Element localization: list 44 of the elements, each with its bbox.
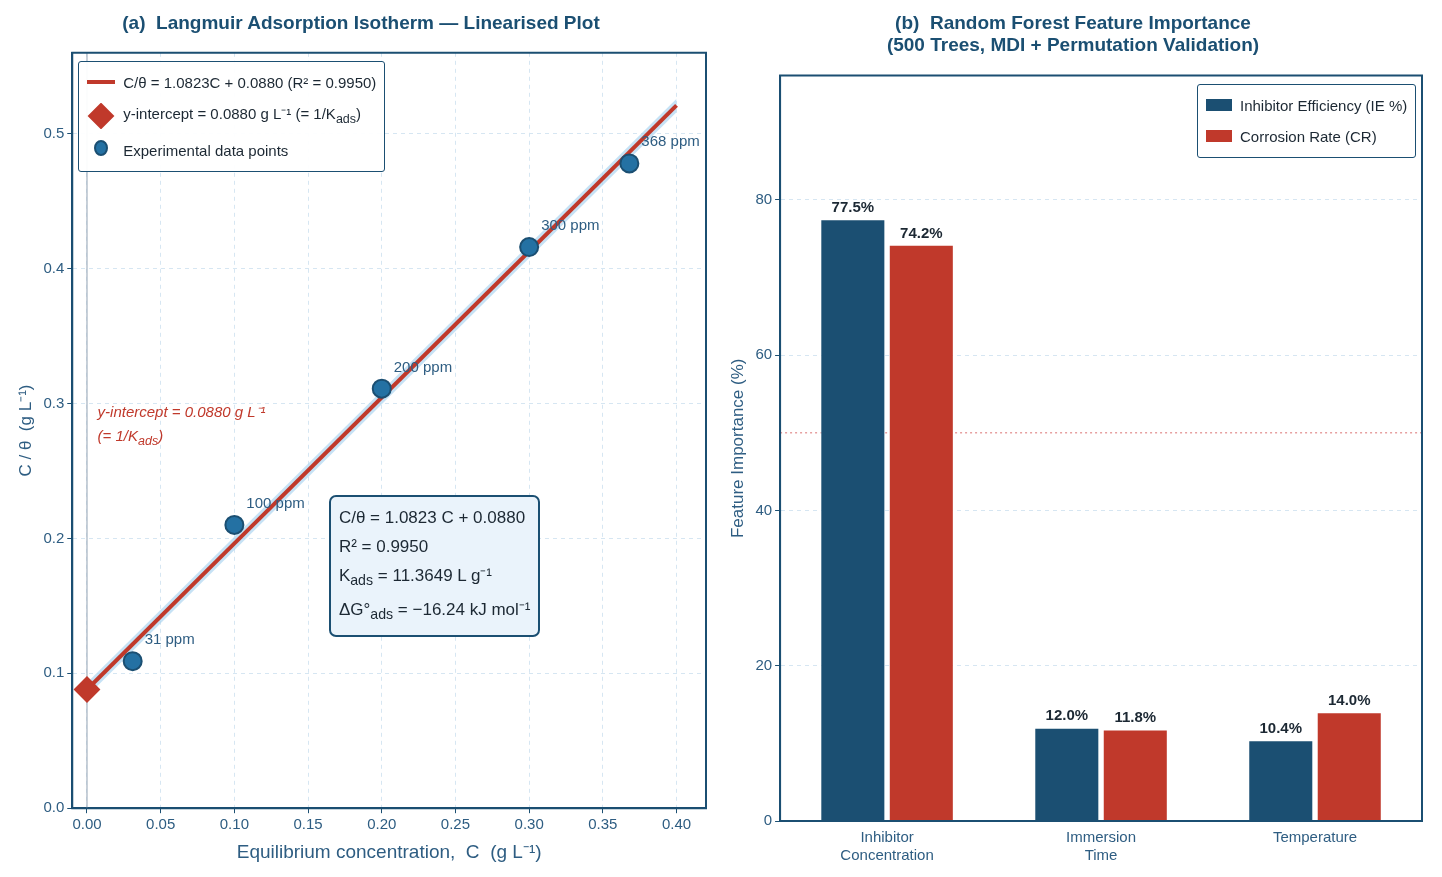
legend-label: y-intercept = 0.0880 g L⁻¹ (= 1/K$_{ads}$): [123, 103, 362, 128]
y-tick-label: 0.4: [43, 258, 65, 276]
y-tick-label: 80: [755, 189, 773, 207]
y-tick-label: 40: [755, 500, 773, 518]
x-tick-label: Immersion Time: [1066, 828, 1137, 864]
x-tick-label: Temperature: [1272, 828, 1358, 846]
data-label: 14.0%: [1327, 690, 1371, 708]
legend-label: Corrosion Rate (CR): [1240, 126, 1377, 147]
data-label: 12.0%: [1045, 706, 1089, 724]
y-tick-label: 0.0: [43, 798, 65, 816]
y-tick-label: 0.3: [43, 393, 65, 411]
y-tick-label: 0.2: [43, 528, 65, 546]
x-tick-label: 0.35: [588, 815, 618, 833]
data-label: 10.4%: [1259, 718, 1303, 736]
legend-label: Inhibitor Efficiency (IE %): [1240, 95, 1408, 116]
x-tick-label: Inhibitor Concentration: [840, 828, 934, 864]
x-tick-label: 0.15: [293, 815, 323, 833]
x-tick-label: 0.25: [440, 815, 471, 833]
data-label: 77.5%: [831, 197, 875, 215]
y-tick-label: 0.5: [43, 123, 65, 141]
y-tick-label: 20: [755, 655, 773, 673]
y-tick-label: 0: [763, 811, 773, 829]
x-axis-title: Equilibrium concentration, C (g L⁻¹): [236, 840, 542, 862]
x-tick-label: 0.00: [72, 815, 102, 833]
x-tick-label: 0.05: [146, 815, 176, 833]
x-tick-label: 0.10: [219, 815, 249, 833]
chart-title: (b) Random Forest Feature Importance (500 Trees, MDI + Permutation Validation): [886, 11, 1260, 56]
x-tick-label: 0.30: [514, 815, 544, 833]
annotation: 368 ppm: [641, 131, 700, 152]
x-tick-label: 0.20: [367, 815, 397, 833]
annotation: 100 ppm: [246, 492, 305, 513]
y-axis-title: C / θ (g L⁻¹): [15, 384, 35, 477]
y-tick-label: 0.1: [43, 663, 65, 681]
annotation: y-intercept = 0.0880 g L⁻¹ (= 1/K$_{ads}$): [97, 402, 266, 451]
annotation: C/θ = 1.0823 C + 0.0880 R² = 0.9950 K$_{ads}$ = 11.3649 L g⁻¹ ΔG°$_{ads}$ = −16.24 kJ mol⁻¹: [328, 494, 541, 638]
chart-title: (a) Langmuir Adsorption Isotherm — Linearised Plot: [122, 11, 601, 33]
x-tick-label: 0.40: [661, 815, 692, 833]
data-label: 11.8%: [1114, 708, 1157, 726]
legend-label: C/θ = 1.0823C + 0.0880 (R² = 0.9950): [123, 72, 377, 93]
annotation: 31 ppm: [144, 629, 195, 650]
data-label: 74.2%: [900, 223, 943, 241]
legend-label: Experimental data points: [123, 140, 289, 161]
y-tick-label: 60: [755, 345, 773, 363]
y-axis-title: Feature Importance (%): [727, 358, 747, 539]
